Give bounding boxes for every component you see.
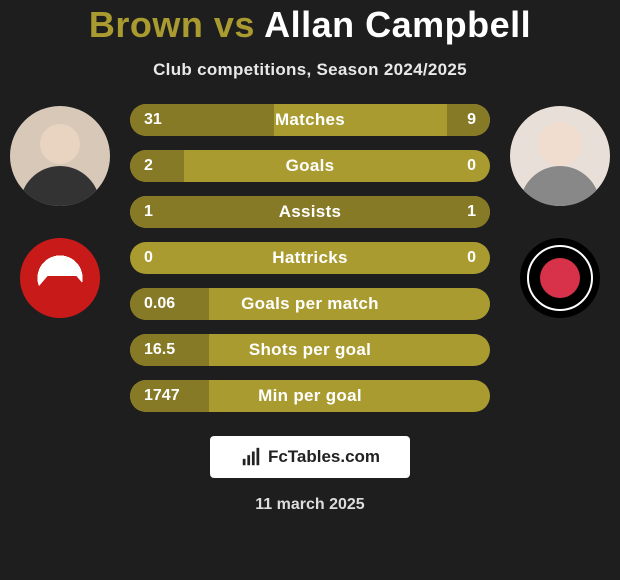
player1-name: Brown xyxy=(89,4,204,45)
player1-avatar xyxy=(10,106,110,206)
stat-value-right: 1 xyxy=(467,203,476,221)
left-side xyxy=(0,104,120,412)
stat-label: Min per goal xyxy=(130,386,490,406)
stat-bar: 1747Min per goal xyxy=(130,380,490,412)
stat-label: Hattricks xyxy=(130,248,490,268)
date-text: 11 march 2025 xyxy=(0,496,620,514)
stat-bar: 2Goals0 xyxy=(130,150,490,182)
stat-bar: 31Matches9 xyxy=(130,104,490,136)
stat-value-right: 0 xyxy=(467,249,476,267)
comparison-title: Brown vs Allan Campbell xyxy=(0,0,620,46)
player2-avatar xyxy=(510,106,610,206)
chart-icon xyxy=(240,446,262,468)
brand-badge: FcTables.com xyxy=(210,436,410,478)
player2-name: Allan Campbell xyxy=(264,4,531,45)
stat-value-right: 9 xyxy=(467,111,476,129)
stat-value-right: 0 xyxy=(467,157,476,175)
vs-separator: vs xyxy=(214,4,255,45)
stat-bar: 16.5Shots per goal xyxy=(130,334,490,366)
stat-bar: 0.06Goals per match xyxy=(130,288,490,320)
stats-bars: 31Matches92Goals01Assists10Hattricks00.0… xyxy=(120,104,500,412)
stat-label: Goals xyxy=(130,156,490,176)
brand-text: FcTables.com xyxy=(268,447,380,467)
player2-club-badge xyxy=(520,238,600,318)
stat-label: Assists xyxy=(130,202,490,222)
main-layout: 31Matches92Goals01Assists10Hattricks00.0… xyxy=(0,104,620,412)
stat-bar: 1Assists1 xyxy=(130,196,490,228)
stat-label: Shots per goal xyxy=(130,340,490,360)
stat-label: Matches xyxy=(130,110,490,130)
player1-club-badge xyxy=(20,238,100,318)
stat-label: Goals per match xyxy=(130,294,490,314)
subtitle: Club competitions, Season 2024/2025 xyxy=(0,60,620,80)
stat-bar: 0Hattricks0 xyxy=(130,242,490,274)
right-side xyxy=(500,104,620,412)
